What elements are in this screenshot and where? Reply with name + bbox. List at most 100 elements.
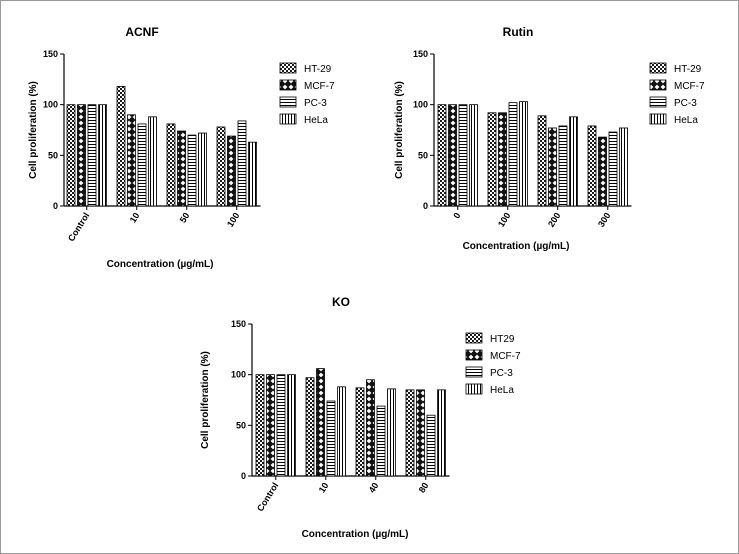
bar-ht29-3 xyxy=(216,126,226,207)
bar-ht29-1 xyxy=(305,377,315,477)
legend-swatch xyxy=(649,79,667,91)
bar-hela-0 xyxy=(469,104,478,207)
bar-mcf7-0 xyxy=(266,374,275,477)
legend-label: HT-29 xyxy=(674,64,702,75)
bar-pc3-0 xyxy=(458,104,468,207)
legend-swatch xyxy=(465,349,483,361)
bar-pc3-2 xyxy=(376,405,386,477)
bar-mcf7-3 xyxy=(416,389,425,477)
bar-pc3-3 xyxy=(426,414,436,477)
legend-swatch xyxy=(279,96,297,108)
legend-label: HT29 xyxy=(490,334,515,345)
x-tick-label: 40 xyxy=(367,481,381,495)
x-axis-label: Concentration (µg/mL) xyxy=(463,241,570,252)
y-axis-label: Cell proliferation (%) xyxy=(200,351,211,449)
legend-swatch xyxy=(279,113,297,125)
x-tick-label: 100 xyxy=(225,211,241,229)
y-tick-label: 150 xyxy=(413,49,428,59)
chart-title: ACNF xyxy=(125,25,158,39)
x-tick-label: 100 xyxy=(496,211,512,229)
legend-label: HT-29 xyxy=(304,64,332,75)
legend-swatch xyxy=(649,96,667,108)
bar-pc3-2 xyxy=(187,134,197,207)
bar-mcf7-2 xyxy=(366,379,375,477)
legend-label: PC-3 xyxy=(674,98,697,109)
legend-label: MCF-7 xyxy=(304,81,335,92)
x-axis-label: Concentration (µg/mL) xyxy=(302,529,409,540)
bar-ht29-2 xyxy=(166,123,176,207)
legend-label: PC-3 xyxy=(304,98,327,109)
bar-ht29-1 xyxy=(487,112,497,207)
bar-hela-3 xyxy=(248,141,257,207)
bar-mcf7-0 xyxy=(448,104,457,207)
bar-hela-1 xyxy=(519,101,528,207)
x-tick-label: 50 xyxy=(178,211,192,225)
x-tick-label: 200 xyxy=(546,211,562,229)
bar-mcf7-2 xyxy=(177,130,186,207)
y-tick-label: 50 xyxy=(418,150,428,160)
x-tick-label: Control xyxy=(255,481,280,513)
y-tick-label: 50 xyxy=(48,150,58,160)
bar-mcf7-3 xyxy=(227,135,236,207)
x-tick-label: 300 xyxy=(596,211,612,229)
bar-ht29-0 xyxy=(437,104,447,207)
x-tick-label: 0 xyxy=(451,211,462,221)
y-tick-label: 0 xyxy=(53,201,58,211)
bar-ht29-2 xyxy=(355,387,365,477)
bar-hela-3 xyxy=(437,389,446,477)
legend-swatch xyxy=(649,62,667,74)
bar-mcf7-1 xyxy=(316,368,325,477)
bar-pc3-0 xyxy=(276,374,286,477)
legend-swatch xyxy=(465,332,483,344)
y-axis-label: Cell proliferation (%) xyxy=(28,81,39,179)
bar-hela-0 xyxy=(98,104,107,207)
y-tick-label: 100 xyxy=(413,100,428,110)
bar-hela-1 xyxy=(337,386,346,477)
chart-title: Rutin xyxy=(503,25,534,39)
bar-mcf7-0 xyxy=(77,104,86,207)
y-tick-label: 0 xyxy=(241,471,246,481)
legend-label: PC-3 xyxy=(490,368,513,379)
x-tick-label: Control xyxy=(66,211,91,243)
bar-ht29-0 xyxy=(255,374,265,477)
bar-hela-2 xyxy=(569,116,578,207)
bar-mcf7-1 xyxy=(498,112,507,207)
bar-pc3-3 xyxy=(608,131,618,207)
chart-title: KO xyxy=(332,295,350,309)
bar-hela-2 xyxy=(387,388,396,477)
x-tick-label: 10 xyxy=(317,481,331,495)
bar-mcf7-1 xyxy=(127,114,136,207)
x-tick-label: 80 xyxy=(417,481,431,495)
bar-pc3-2 xyxy=(558,125,568,207)
chart-rutin: Rutin Cell proliferation (%) Concentrati… xyxy=(394,25,705,252)
bar-ht29-2 xyxy=(537,115,547,207)
bar-mcf7-3 xyxy=(598,136,607,207)
legend-swatch xyxy=(279,79,297,91)
y-axis-label: Cell proliferation (%) xyxy=(394,81,405,179)
legend-label: MCF-7 xyxy=(674,81,705,92)
y-tick-label: 0 xyxy=(423,201,428,211)
y-tick-label: 150 xyxy=(231,319,246,329)
bar-hela-3 xyxy=(619,127,628,207)
bar-ht29-1 xyxy=(116,86,126,207)
bar-ht29-3 xyxy=(587,125,597,207)
legend-swatch xyxy=(465,383,483,395)
legend-label: MCF-7 xyxy=(490,351,521,362)
legend-swatch xyxy=(279,62,297,74)
y-tick-label: 50 xyxy=(236,420,246,430)
legend-label: HeLa xyxy=(674,115,698,126)
bar-ht29-0 xyxy=(66,104,76,207)
bar-pc3-3 xyxy=(237,120,247,207)
bar-mcf7-2 xyxy=(548,127,557,207)
x-axis-label: Concentration (µg/mL) xyxy=(107,259,214,270)
bar-hela-2 xyxy=(198,132,207,207)
bar-ht29-3 xyxy=(405,389,415,477)
y-tick-label: 100 xyxy=(231,370,246,380)
legend-label: HeLa xyxy=(490,385,514,396)
y-tick-label: 150 xyxy=(43,49,58,59)
bar-hela-1 xyxy=(148,116,157,207)
x-tick-label: 10 xyxy=(128,211,142,225)
bar-hela-0 xyxy=(287,374,296,477)
y-tick-label: 100 xyxy=(43,100,58,110)
